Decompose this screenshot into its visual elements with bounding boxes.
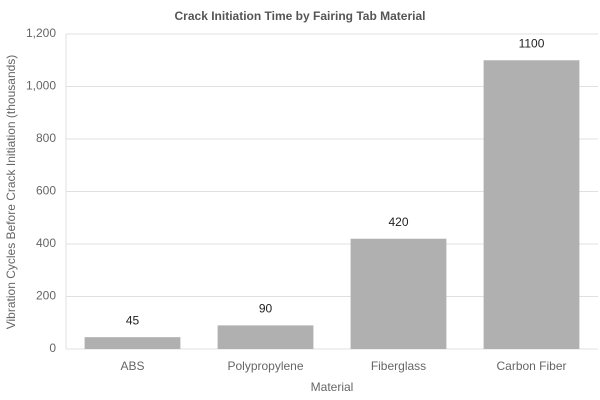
y-tick-label: 400 (36, 236, 56, 250)
x-tick-label: Polypropylene (227, 359, 303, 373)
y-tick-label: 0 (49, 341, 56, 355)
x-tick-label: ABS (120, 359, 144, 373)
data-label: 420 (388, 215, 408, 229)
y-axis-label: Vibration Cycles Before Crack Initiation… (4, 55, 18, 330)
data-label: 1100 (519, 36, 545, 50)
y-tick-label: 1,000 (26, 79, 56, 93)
x-tick-label: Carbon Fiber (496, 359, 566, 373)
bar (217, 325, 314, 349)
y-tick-label: 200 (36, 289, 56, 303)
y-tick-label: 800 (36, 131, 56, 145)
x-tick-label: Fiberglass (371, 359, 426, 373)
y-tick-label: 600 (36, 184, 56, 198)
chart-title: Crack Initiation Time by Fairing Tab Mat… (175, 9, 426, 23)
y-tick-label: 1,200 (26, 26, 56, 40)
bar (350, 238, 447, 349)
data-label: 45 (126, 313, 140, 327)
data-label: 90 (259, 302, 273, 316)
x-axis-label: Material (311, 380, 354, 394)
bar (483, 60, 580, 349)
bar (84, 337, 181, 349)
